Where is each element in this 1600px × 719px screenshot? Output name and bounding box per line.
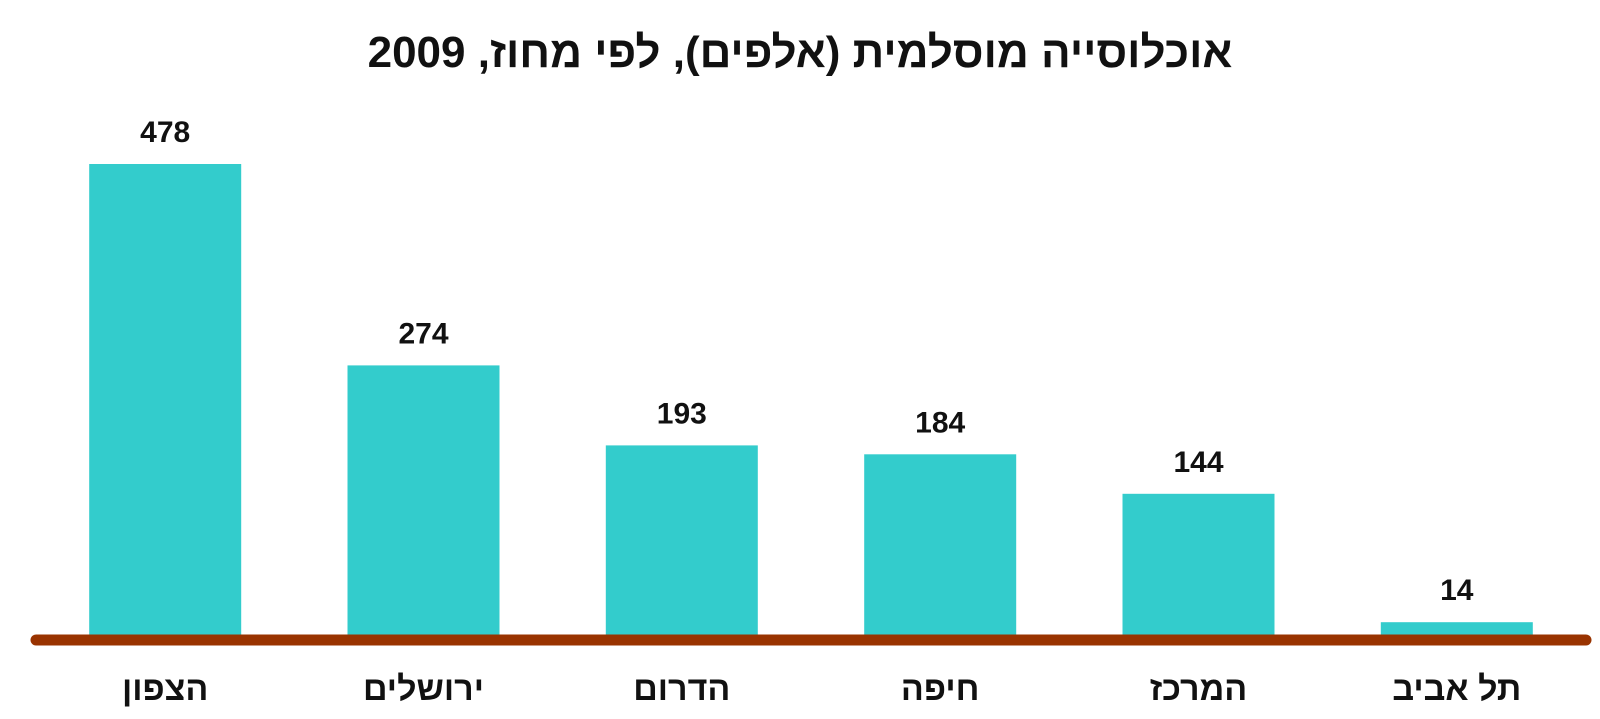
bar-1 (89, 164, 242, 636)
bar-value-label-1: 478 (140, 116, 190, 149)
bar-4 (864, 454, 1017, 636)
bar-value-label-4: 184 (915, 406, 965, 439)
category-label-5: המרכז (1150, 670, 1247, 708)
category-label-2: ירושלים (363, 670, 484, 708)
category-label-6: תל אביב (1392, 670, 1521, 708)
labels-layer: 478 הצפון 274 ירושלים 193 הדרום 184 חיפה 144 המרכ… (122, 116, 1521, 708)
category-label-3: הדרום (633, 670, 730, 708)
chart-title: אוכלוסייה מוסלמית (אלפים), לפי מחוז, 200… (367, 28, 1233, 77)
category-label-1: הצפון (122, 670, 208, 708)
bar-5 (1122, 493, 1275, 636)
category-label-4: חיפה (901, 670, 980, 708)
bar-value-label-3: 193 (657, 397, 707, 430)
bar-6 (1380, 622, 1533, 636)
bar-3 (605, 445, 758, 636)
bar-value-label-2: 274 (398, 317, 448, 350)
bars-layer (89, 164, 1533, 636)
bar-value-label-5: 144 (1173, 446, 1223, 479)
bar-value-label-6: 14 (1440, 574, 1474, 607)
bar-2 (347, 365, 500, 636)
